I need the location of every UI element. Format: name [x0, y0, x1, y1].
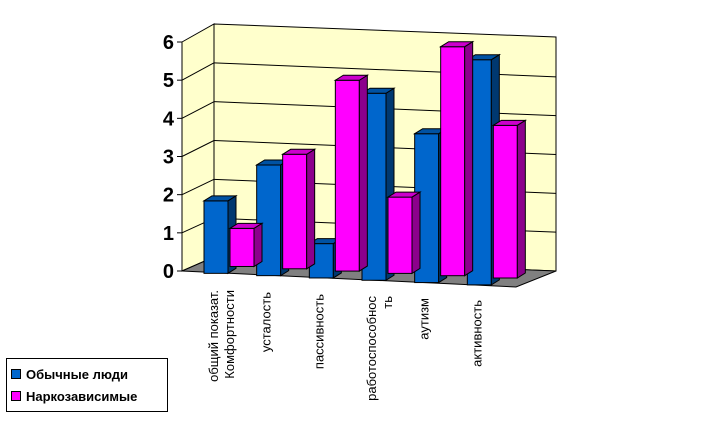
bar-side: [253, 222, 263, 268]
bar: [491, 119, 528, 279]
gridline-side: [181, 140, 215, 157]
x-tick-label: пассивность: [311, 294, 326, 369]
bar: [280, 148, 317, 270]
x-tick-text: общий показат.: [206, 290, 221, 382]
bar-side: [516, 119, 526, 279]
legend: Обычные люди Наркозависимые: [6, 358, 168, 412]
bar: [438, 40, 475, 277]
bar-side: [306, 148, 316, 270]
x-tick-label: аутизм: [417, 298, 432, 340]
x-tick-label: общий показат. Комфортности: [206, 290, 237, 382]
bar-side: [411, 191, 421, 275]
bar-front: [440, 46, 466, 277]
legend-label-series-1: Обычные люди: [26, 366, 129, 382]
bar-top: [202, 195, 238, 202]
gridline-side: [181, 62, 215, 81]
bar-side: [358, 74, 368, 272]
bar-front: [334, 79, 360, 272]
x-tick-label: работоспособнос ть: [364, 296, 395, 401]
gridline-side: [181, 178, 215, 196]
bar-top: [386, 191, 422, 198]
y-axis-ticks: 0 1 2 3 4 5 6: [163, 32, 182, 283]
bar-top: [228, 222, 264, 229]
bar-front: [229, 227, 255, 267]
bar: [386, 191, 422, 275]
bar-top: [491, 119, 528, 126]
bar-front: [387, 196, 413, 274]
x-axis-ticks: общий показат. Комфортности усталость пасси…: [206, 290, 484, 401]
y-tick-label: 2: [163, 185, 174, 207]
x-tick-label: усталость: [259, 292, 274, 352]
x-tick-text: Комфортности: [222, 290, 237, 379]
bar-side: [464, 40, 474, 277]
bar-front: [492, 124, 518, 279]
y-tick-label: 3: [163, 147, 174, 169]
legend-label-series-2: Наркозависимые: [26, 388, 138, 404]
x-tick-text: ть: [380, 296, 395, 309]
y-tick-label: 6: [163, 32, 174, 54]
bar-front: [282, 153, 308, 270]
y-tick-label: 5: [163, 70, 174, 92]
x-tick-label: активность: [469, 300, 484, 367]
x-tick-text: пассивность: [311, 294, 326, 369]
x-tick-text: усталость: [259, 292, 274, 352]
x-tick-text: активность: [469, 300, 484, 367]
y-tick-label: 1: [163, 223, 174, 245]
bar-front: [203, 200, 229, 274]
y-tick-label: 0: [163, 261, 174, 283]
legend-item-series-2: Наркозависимые: [11, 386, 137, 406]
bar: [228, 222, 264, 268]
legend-item-series-1: Обычные люди: [11, 364, 128, 384]
y-tick-label: 4: [163, 108, 175, 130]
x-tick-text: аутизм: [417, 298, 432, 340]
x-tick-text: работоспособнос: [364, 296, 379, 401]
bar-top: [280, 148, 317, 155]
legend-swatch-series-2: [11, 391, 21, 401]
bar-top: [438, 41, 475, 48]
bar-top: [333, 74, 370, 81]
legend-swatch-series-1: [11, 369, 21, 379]
bars: [202, 40, 528, 286]
bar: [333, 74, 370, 272]
gridline-side: [181, 101, 215, 119]
